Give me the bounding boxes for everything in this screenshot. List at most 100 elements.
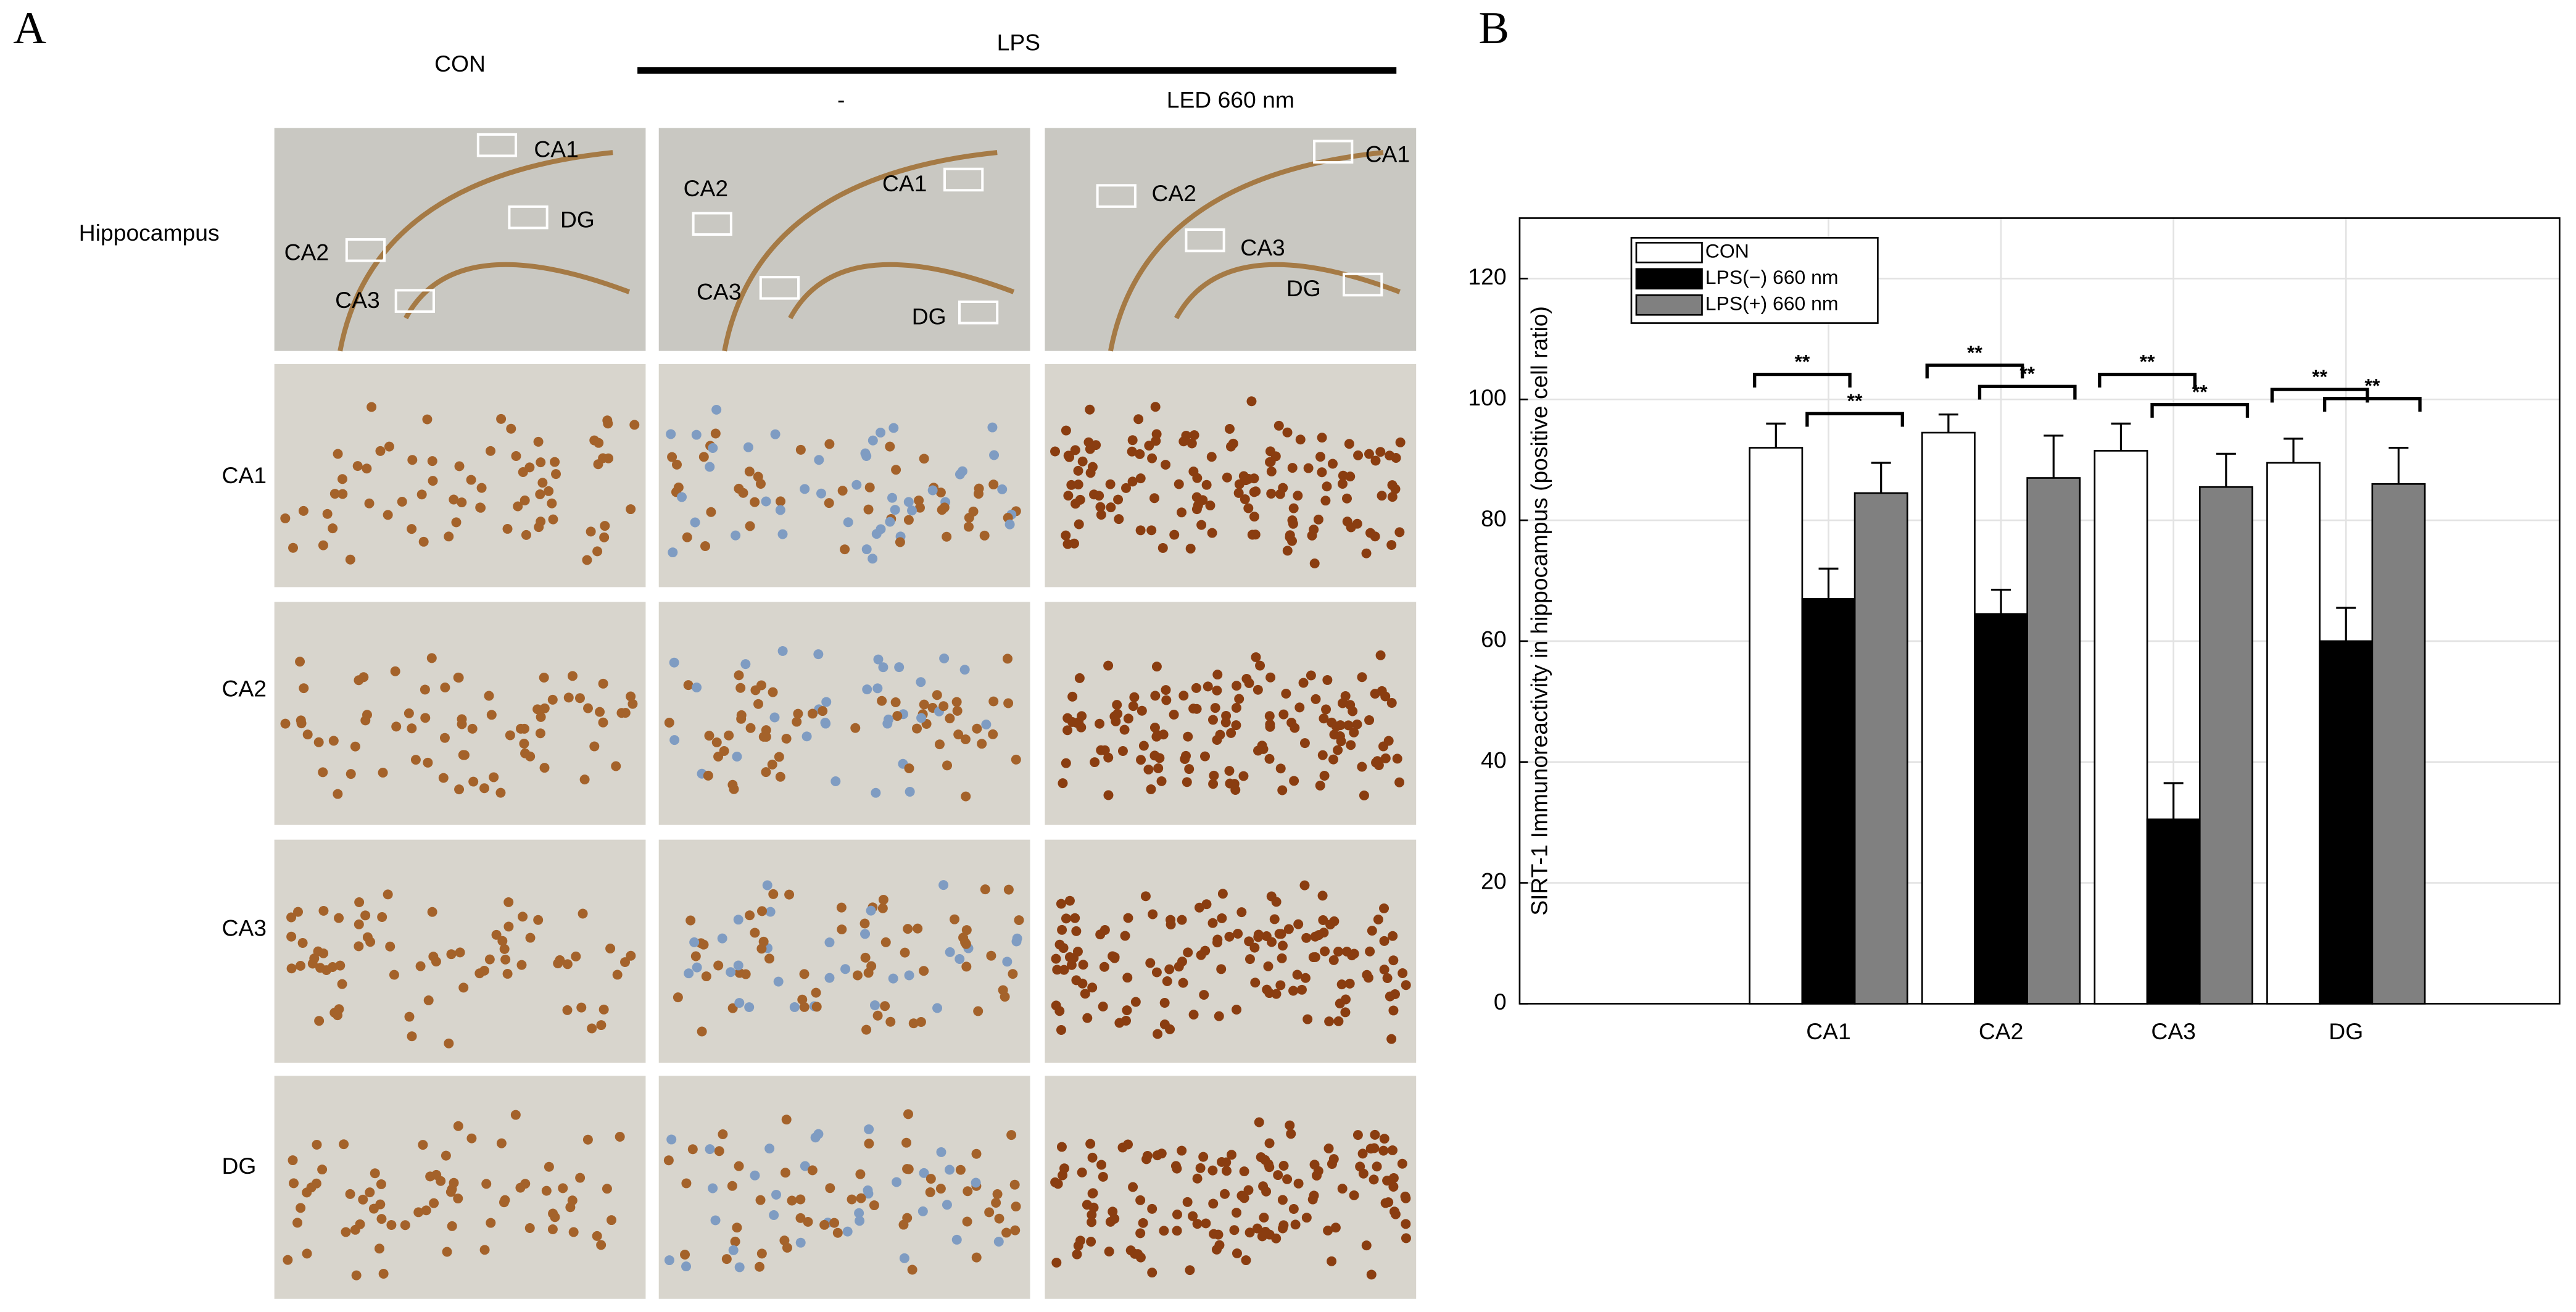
cell [503,897,514,907]
cell [1146,525,1157,536]
cell [445,1187,456,1197]
cell [1325,920,1336,930]
cell [602,415,613,426]
cell [903,1109,913,1119]
cell [389,969,399,980]
cell [890,505,900,515]
cell [863,1185,873,1195]
error-bar [2044,434,2064,478]
cell [1149,723,1160,733]
cell [1196,520,1207,530]
cell [1071,926,1082,936]
cell [1297,984,1307,995]
cell [1182,1197,1193,1207]
cell [518,911,528,922]
cell [872,683,883,694]
cell [1319,771,1330,781]
cell [339,1139,349,1150]
cell [773,976,784,987]
cell [690,951,701,961]
cell [1275,763,1286,774]
cell [423,757,433,768]
cell [599,532,610,542]
cell [1346,740,1356,750]
cell [1372,756,1383,766]
cell [885,1016,896,1027]
cell [589,741,600,752]
cell [328,523,338,534]
cell [837,486,848,496]
cell [1224,423,1235,434]
cell [446,949,457,960]
cell [1292,969,1302,980]
cell [1052,965,1062,975]
cell [312,1139,322,1150]
cell [1361,1240,1372,1251]
cell [1067,691,1078,702]
cell [420,684,430,695]
bar [1749,447,1804,1005]
cell [1147,453,1158,463]
cell [1012,933,1022,944]
cell [1249,512,1259,522]
cell [916,1017,926,1027]
cell [734,1262,745,1273]
cell [904,970,914,981]
cell [454,461,465,471]
y-tick-label: 40 [1481,747,1506,773]
cell [296,1203,306,1213]
cell [329,1008,340,1018]
cell [1159,1019,1170,1029]
cell [1185,543,1196,554]
cell [927,485,938,496]
cell [1277,953,1287,963]
cell [829,1218,840,1228]
cell [423,995,434,1005]
cell [541,1185,552,1196]
cell [497,936,508,946]
cell [877,695,887,706]
cell [1236,907,1247,918]
cell [1063,491,1074,501]
cell [1261,1186,1272,1197]
cell [1346,522,1356,533]
tissue-layer [1174,262,1401,320]
significance-bracket [2322,397,2422,412]
cell [1269,914,1280,924]
cell [1127,435,1138,446]
cell [1159,998,1170,1008]
cell [730,1236,740,1247]
cell [1135,473,1146,484]
cell [428,476,438,486]
cell [1352,1130,1363,1140]
cell [1285,532,1295,542]
cell [1330,1223,1341,1233]
cell [876,524,886,534]
cell [420,713,431,723]
panel-label: B [1478,3,1509,54]
cell [1387,1145,1398,1155]
cell [1320,496,1331,506]
error-bar [1991,589,2011,614]
significance-label: ** [1794,351,1810,373]
cell [1285,1120,1295,1131]
cell [1074,519,1084,529]
cell [1152,730,1162,740]
cell [426,653,437,663]
region-box [1096,184,1137,208]
cell [629,420,640,430]
cell [1321,704,1331,715]
cell [1275,980,1286,990]
cell [592,546,603,557]
cell [486,710,497,720]
cell [830,776,841,787]
cell [1004,519,1015,529]
cell [447,1221,457,1231]
cell [1212,735,1222,745]
cell [385,941,396,952]
cell [705,1144,715,1155]
cell [1252,1223,1262,1234]
cell [711,404,722,415]
cell [1153,1029,1163,1039]
cell [467,723,478,734]
